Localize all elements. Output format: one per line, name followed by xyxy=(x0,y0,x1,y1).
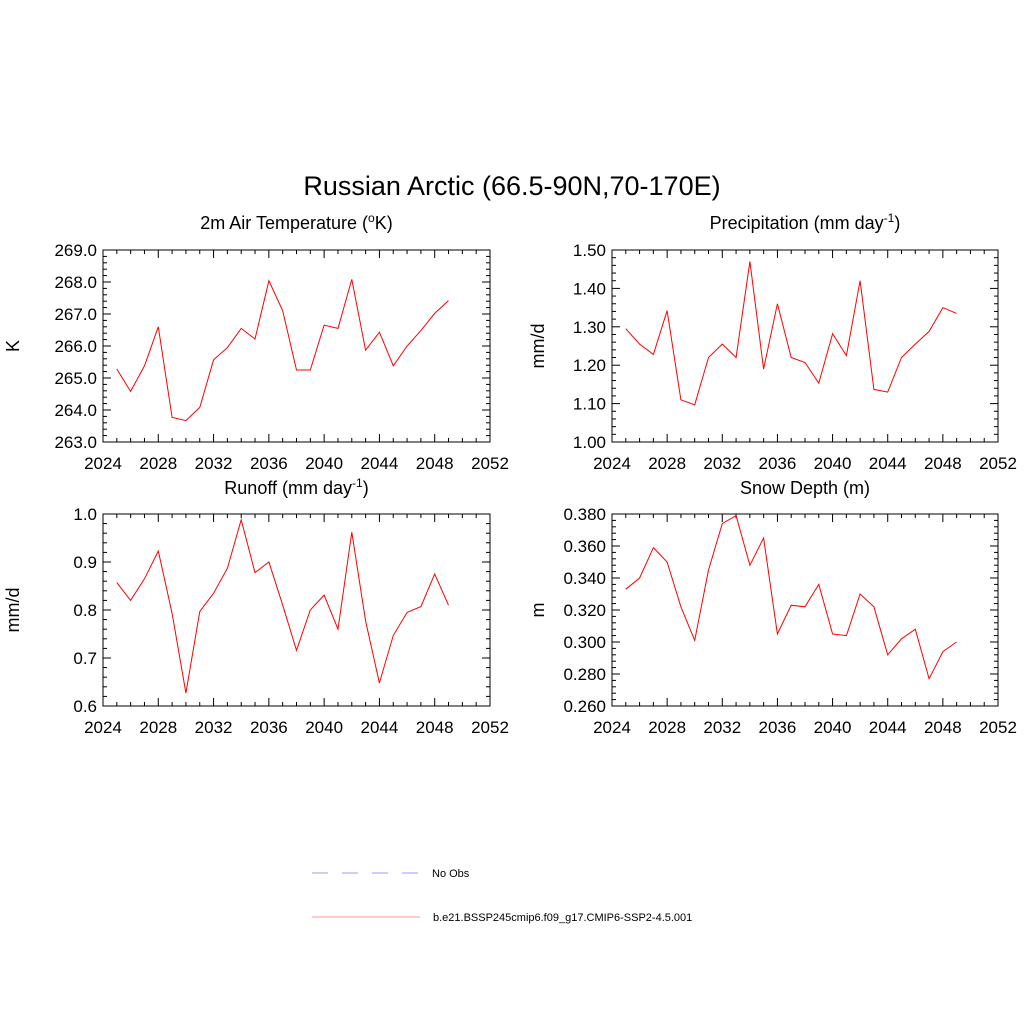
x-tick-label: 2040 xyxy=(305,454,343,473)
x-tick-label: 2048 xyxy=(924,454,962,473)
y-tick-label: 0.300 xyxy=(563,633,606,652)
y-tick-label: 0.6 xyxy=(73,697,97,716)
panel-precipitation: Precipitation (mm day-1) 2024 2028 2032 2036… xyxy=(528,211,1017,473)
series-line xyxy=(116,517,449,694)
y-tick-label: 0.360 xyxy=(563,537,606,556)
x-tick-label: 2036 xyxy=(250,718,288,737)
y-tick-label: 0.340 xyxy=(563,569,606,588)
x-tick-label: 2032 xyxy=(703,454,741,473)
y-tick-label: 263.0 xyxy=(54,433,97,452)
x-tick-label: 2036 xyxy=(759,718,797,737)
x-tick-label: 2024 xyxy=(84,718,122,737)
x-tick-label: 2040 xyxy=(305,718,343,737)
x-tick-label: 2024 xyxy=(84,454,122,473)
y-tick-label: 267.0 xyxy=(54,305,97,324)
x-tick-label: 2036 xyxy=(759,454,797,473)
x-tick-label: 2048 xyxy=(416,718,454,737)
y-tick-label: 1.10 xyxy=(573,395,606,414)
x-tick-label: 2052 xyxy=(471,718,509,737)
x-tick-label: 2032 xyxy=(195,454,233,473)
x-tick-label: 2028 xyxy=(648,454,686,473)
x-tick-label: 2024 xyxy=(593,718,631,737)
y-tick-label: 0.280 xyxy=(563,665,606,684)
y-tick-label: 0.9 xyxy=(73,553,97,572)
x-tick-label: 2024 xyxy=(593,454,631,473)
x-tick-label: 2036 xyxy=(250,454,288,473)
panel-snow-depth: Snow Depth (m) 2024 2028 2032 2036 2040 2044 20… xyxy=(528,478,1017,737)
y-axis-label: m xyxy=(528,603,548,618)
y-tick-label: 0.8 xyxy=(73,601,97,620)
panel-title: 2m Air Temperature (oK) xyxy=(200,211,392,233)
x-tick-label: 2032 xyxy=(195,718,233,737)
x-tick-label: 2040 xyxy=(814,454,852,473)
panel-air-temperature: 2m Air Temperature (oK) 2024 2028 2032 2036 2… xyxy=(3,211,509,473)
panel-title: Snow Depth (m) xyxy=(740,478,870,498)
plot-frame xyxy=(611,513,999,707)
series-line xyxy=(625,261,957,406)
plot-frame xyxy=(611,249,999,443)
x-tick-label: 2048 xyxy=(416,454,454,473)
legend-label: No Obs xyxy=(432,868,470,880)
series-line xyxy=(625,514,957,681)
y-tick-label: 268.0 xyxy=(54,273,97,292)
x-tick-label: 2040 xyxy=(814,718,852,737)
y-tick-label: 0.320 xyxy=(563,601,606,620)
x-tick-label: 2028 xyxy=(139,718,177,737)
figure-title: Russian Arctic (66.5-90N,70-170E) xyxy=(303,171,720,201)
y-tick-label: 1.30 xyxy=(573,318,606,337)
y-tick-label: 266.0 xyxy=(54,337,97,356)
x-tick-label: 2052 xyxy=(471,454,509,473)
x-tick-label: 2044 xyxy=(361,718,399,737)
y-tick-label: 0.380 xyxy=(563,505,606,524)
y-tick-label: 1.20 xyxy=(573,356,606,375)
legend-item: b.e21.BSSP245cmip6.f09_g17.CMIP6-SSP2-4.… xyxy=(312,912,692,924)
y-tick-label: 0.260 xyxy=(563,697,606,716)
x-tick-label: 2052 xyxy=(979,454,1017,473)
y-tick-label: 265.0 xyxy=(54,369,97,388)
x-tick-label: 2048 xyxy=(924,718,962,737)
y-axis-label: mm/d xyxy=(528,324,548,369)
y-tick-label: 1.0 xyxy=(73,505,97,524)
y-axis-label: mm/d xyxy=(3,588,23,633)
y-tick-label: 264.0 xyxy=(54,401,97,420)
y-tick-label: 1.00 xyxy=(573,433,606,452)
y-tick-label: 0.7 xyxy=(73,649,97,668)
x-tick-label: 2028 xyxy=(648,718,686,737)
x-tick-label: 2052 xyxy=(979,718,1017,737)
y-tick-label: 1.40 xyxy=(573,279,606,298)
legend-item: No Obs xyxy=(312,868,470,880)
x-tick-label: 2044 xyxy=(361,454,399,473)
x-tick-label: 2044 xyxy=(869,718,907,737)
x-tick-label: 2044 xyxy=(869,454,907,473)
series-line xyxy=(116,279,449,422)
x-tick-label: 2028 xyxy=(139,454,177,473)
panel-runoff: Runoff (mm day-1) 2024 2028 2032 2036 2040 204… xyxy=(3,476,509,737)
legend: No Obs b.e21.BSSP245cmip6.f09_g17.CMIP6-S… xyxy=(312,868,692,924)
panels: 2m Air Temperature (oK) 2024 2028 2032 2036 2… xyxy=(3,211,1017,737)
legend-label: b.e21.BSSP245cmip6.f09_g17.CMIP6-SSP2-4.… xyxy=(433,912,692,924)
x-tick-label: 2032 xyxy=(703,718,741,737)
panel-title: Runoff (mm day-1) xyxy=(224,476,368,498)
panel-title: Precipitation (mm day-1) xyxy=(710,211,901,233)
y-tick-label: 1.50 xyxy=(573,241,606,260)
y-tick-label: 269.0 xyxy=(54,241,97,260)
y-axis-label: K xyxy=(3,340,23,352)
plot-frame xyxy=(102,513,491,707)
